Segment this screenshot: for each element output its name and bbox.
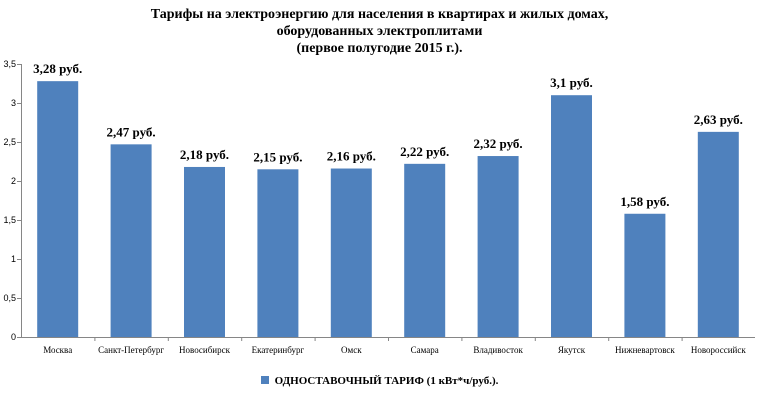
y-tick-label: 2,5 xyxy=(3,137,16,147)
y-tick-label: 2 xyxy=(11,176,16,186)
legend: ОДНОСТАВОЧНЫЙ ТАРИФ (1 кВт*ч/руб.). xyxy=(0,375,759,387)
data-label: 3,28 руб. xyxy=(33,61,82,76)
bar xyxy=(184,166,225,337)
chart-title-line-3: (первое полугодие 2015 г.). xyxy=(296,41,463,56)
bar xyxy=(37,81,79,337)
bar xyxy=(624,213,666,337)
bar xyxy=(330,168,372,337)
bar xyxy=(257,169,299,337)
data-label: 3,1 руб. xyxy=(550,75,593,90)
x-tick-label: Новороссийск xyxy=(691,345,747,355)
data-label: 2,32 руб. xyxy=(474,136,523,151)
y-tick-label: 0 xyxy=(11,332,16,342)
chart-title-line-1: Тарифы на электроэнергию для населения в… xyxy=(150,7,609,22)
y-tick-label: 1,5 xyxy=(3,215,16,225)
bar xyxy=(697,131,739,337)
bar xyxy=(477,156,519,337)
x-tick-label: Якутск xyxy=(558,345,586,355)
data-label: 2,22 руб. xyxy=(400,144,449,159)
x-tick-label: Екатеринбург xyxy=(252,345,305,355)
bar xyxy=(110,144,152,337)
data-label: 2,63 руб. xyxy=(694,112,743,127)
y-tick-label: 1 xyxy=(11,254,16,264)
y-tick-label: 0,5 xyxy=(3,293,16,303)
chart-title-line-2: оборудованных электроплитами xyxy=(276,24,483,39)
data-label: 1,58 руб. xyxy=(620,194,669,209)
x-tick-label: Новосибирск xyxy=(179,345,231,355)
data-label: 2,18 руб. xyxy=(180,147,229,162)
y-tick-label: 3,5 xyxy=(3,59,16,69)
x-tick-label: Москва xyxy=(43,345,72,355)
chart-title: Тарифы на электроэнергию для населения в… xyxy=(0,6,759,57)
y-tick-label: 3 xyxy=(11,98,16,108)
x-tick-label: Самара xyxy=(411,345,439,355)
data-label: 2,15 руб. xyxy=(253,149,302,164)
x-tick-label: Владивосток xyxy=(473,345,523,355)
data-label: 2,47 руб. xyxy=(107,124,156,139)
bar xyxy=(551,95,592,337)
data-label: 2,16 руб. xyxy=(327,149,376,164)
x-tick-label: Санкт-Петербург xyxy=(98,345,164,355)
x-tick-label: Нижневартовск xyxy=(615,345,675,355)
x-tick-label: Омск xyxy=(341,345,362,355)
bar xyxy=(404,163,446,337)
legend-swatch xyxy=(260,376,269,385)
legend-label: ОДНОСТАВОЧНЫЙ ТАРИФ (1 кВт*ч/руб.). xyxy=(274,375,499,387)
